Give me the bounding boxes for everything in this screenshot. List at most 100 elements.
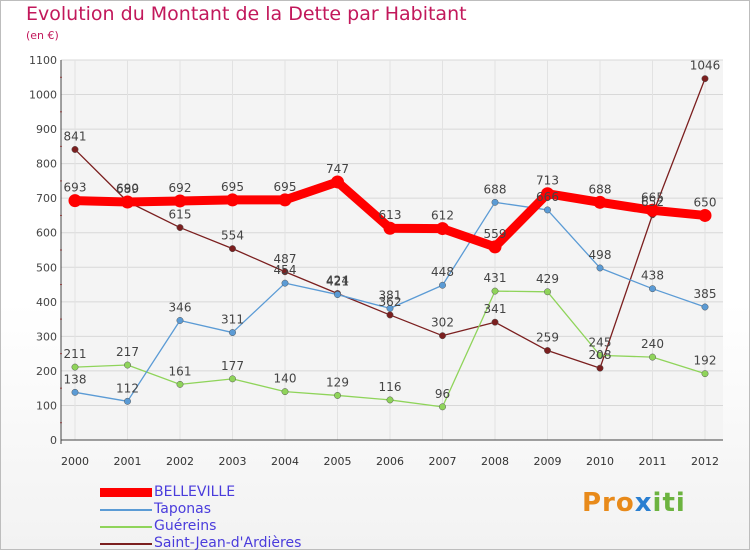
chart-subtitle: (en €): [26, 29, 59, 42]
data-label-taponas: 688: [484, 182, 507, 196]
data-label-gu-reins: 429: [536, 272, 559, 286]
data-point-taponas: [649, 285, 656, 293]
data-label-gu-reins: 96: [435, 387, 450, 401]
data-point-belleville: [331, 175, 344, 189]
data-point-saint-jean-d-ardi-res: [701, 75, 709, 83]
legend-label: Guéreins: [154, 518, 217, 534]
data-point-belleville: [646, 203, 659, 217]
data-point-saint-jean-d-ardi-res: [386, 311, 394, 319]
legend-label: BELLEVILLE: [154, 484, 236, 500]
data-label-saint-jean-d-ardi-res: 1046: [690, 59, 721, 73]
data-point-gu-reins: [596, 351, 604, 359]
x-tick-label: 2000: [61, 455, 89, 468]
legend-swatch: [100, 542, 152, 545]
x-tick-label: 2007: [429, 455, 457, 468]
data-label-taponas: 346: [169, 300, 192, 314]
y-tick-label: 700: [36, 192, 57, 205]
chart-title: Evolution du Montant de la Dette par Hab…: [26, 3, 467, 25]
data-point-belleville: [541, 187, 554, 201]
data-point-taponas: [334, 291, 341, 299]
data-point-saint-jean-d-ardi-res: [544, 347, 551, 354]
plot-background: [61, 60, 723, 440]
x-tick-label: 2009: [534, 455, 562, 468]
data-label-saint-jean-d-ardi-res: 208: [589, 348, 612, 362]
data-point-gu-reins: [281, 388, 289, 396]
data-point-belleville: [383, 221, 397, 235]
data-label-saint-jean-d-ardi-res: 259: [536, 331, 559, 345]
data-label-saint-jean-d-ardi-res: 615: [169, 208, 192, 222]
data-point-taponas: [439, 281, 446, 289]
data-label-belleville: 613: [379, 208, 402, 222]
data-point-gu-reins: [386, 396, 394, 404]
x-tick-label: 2003: [219, 455, 247, 468]
data-label-belleville: 689: [116, 182, 139, 196]
data-label-gu-reins: 431: [484, 271, 507, 285]
data-point-saint-jean-d-ardi-res: [229, 245, 236, 253]
data-point-gu-reins: [71, 363, 79, 371]
data-point-belleville: [68, 194, 82, 208]
data-label-taponas: 421: [326, 275, 349, 289]
x-tick-label: 2004: [271, 455, 299, 468]
data-label-saint-jean-d-ardi-res: 424: [326, 274, 349, 288]
data-label-taponas: 381: [379, 288, 402, 302]
logo-part-2: x: [634, 488, 653, 518]
data-point-belleville: [488, 240, 502, 254]
data-label-gu-reins: 140: [274, 372, 297, 386]
data-label-saint-jean-d-ardi-res: 841: [64, 129, 87, 143]
data-label-taponas: 454: [274, 263, 297, 277]
proxiti-logo: Proxiti: [582, 488, 686, 518]
data-label-gu-reins: 217: [116, 345, 139, 359]
data-label-saint-jean-d-ardi-res: 652: [641, 195, 664, 209]
data-label-belleville: 695: [221, 180, 244, 194]
x-tick-label: 2005: [324, 455, 352, 468]
data-label-taponas: 385: [694, 287, 717, 301]
data-label-gu-reins: 116: [379, 380, 402, 394]
data-point-gu-reins: [439, 403, 446, 411]
x-tick-label: 2010: [586, 455, 614, 468]
legend-label: Saint-Jean-d'Ardières: [154, 535, 302, 551]
data-point-taponas: [229, 329, 236, 337]
data-label-belleville: 665: [641, 190, 664, 204]
data-point-taponas: [281, 279, 289, 287]
data-label-saint-jean-d-ardi-res: 302: [431, 316, 454, 330]
data-label-taponas: 112: [116, 381, 139, 395]
x-tick-label: 2006: [376, 455, 404, 468]
data-point-belleville: [173, 194, 187, 208]
data-label-saint-jean-d-ardi-res: 487: [274, 252, 297, 266]
data-label-saint-jean-d-ardi-res: 362: [379, 295, 402, 309]
data-label-belleville: 688: [589, 182, 612, 196]
data-point-gu-reins: [176, 380, 184, 388]
data-point-taponas: [596, 264, 604, 272]
data-label-belleville: 695: [274, 180, 297, 194]
data-label-gu-reins: 245: [589, 335, 612, 349]
data-label-belleville: 692: [169, 181, 192, 195]
legend-swatch: [100, 525, 152, 528]
data-point-belleville: [593, 195, 607, 209]
data-point-taponas: [124, 397, 131, 405]
data-point-saint-jean-d-ardi-res: [71, 146, 79, 153]
y-tick-label: 500: [36, 261, 57, 274]
data-label-belleville: 713: [536, 174, 559, 188]
y-tick-label: 1100: [29, 54, 57, 67]
data-point-saint-jean-d-ardi-res: [176, 224, 184, 231]
data-label-gu-reins: 192: [694, 354, 717, 368]
data-point-saint-jean-d-ardi-res: [281, 268, 289, 276]
data-label-gu-reins: 177: [221, 359, 244, 373]
data-point-gu-reins: [544, 288, 551, 296]
data-label-taponas: 448: [431, 265, 454, 279]
data-point-taponas: [491, 198, 499, 206]
x-tick-label: 2011: [639, 455, 667, 468]
y-tick-label: 300: [36, 330, 57, 343]
data-point-belleville: [121, 195, 134, 209]
data-point-gu-reins: [229, 375, 236, 383]
y-tick-label: 400: [36, 296, 57, 309]
y-tick-label: 800: [36, 158, 57, 171]
data-point-saint-jean-d-ardi-res: [439, 332, 446, 340]
data-label-belleville: 747: [326, 162, 349, 176]
data-point-gu-reins: [491, 287, 499, 295]
data-point-gu-reins: [701, 370, 709, 378]
data-label-taponas: 498: [589, 248, 612, 262]
data-label-belleville: 559: [484, 227, 507, 241]
x-tick-label: 2008: [481, 455, 509, 468]
data-point-taponas: [386, 304, 394, 312]
